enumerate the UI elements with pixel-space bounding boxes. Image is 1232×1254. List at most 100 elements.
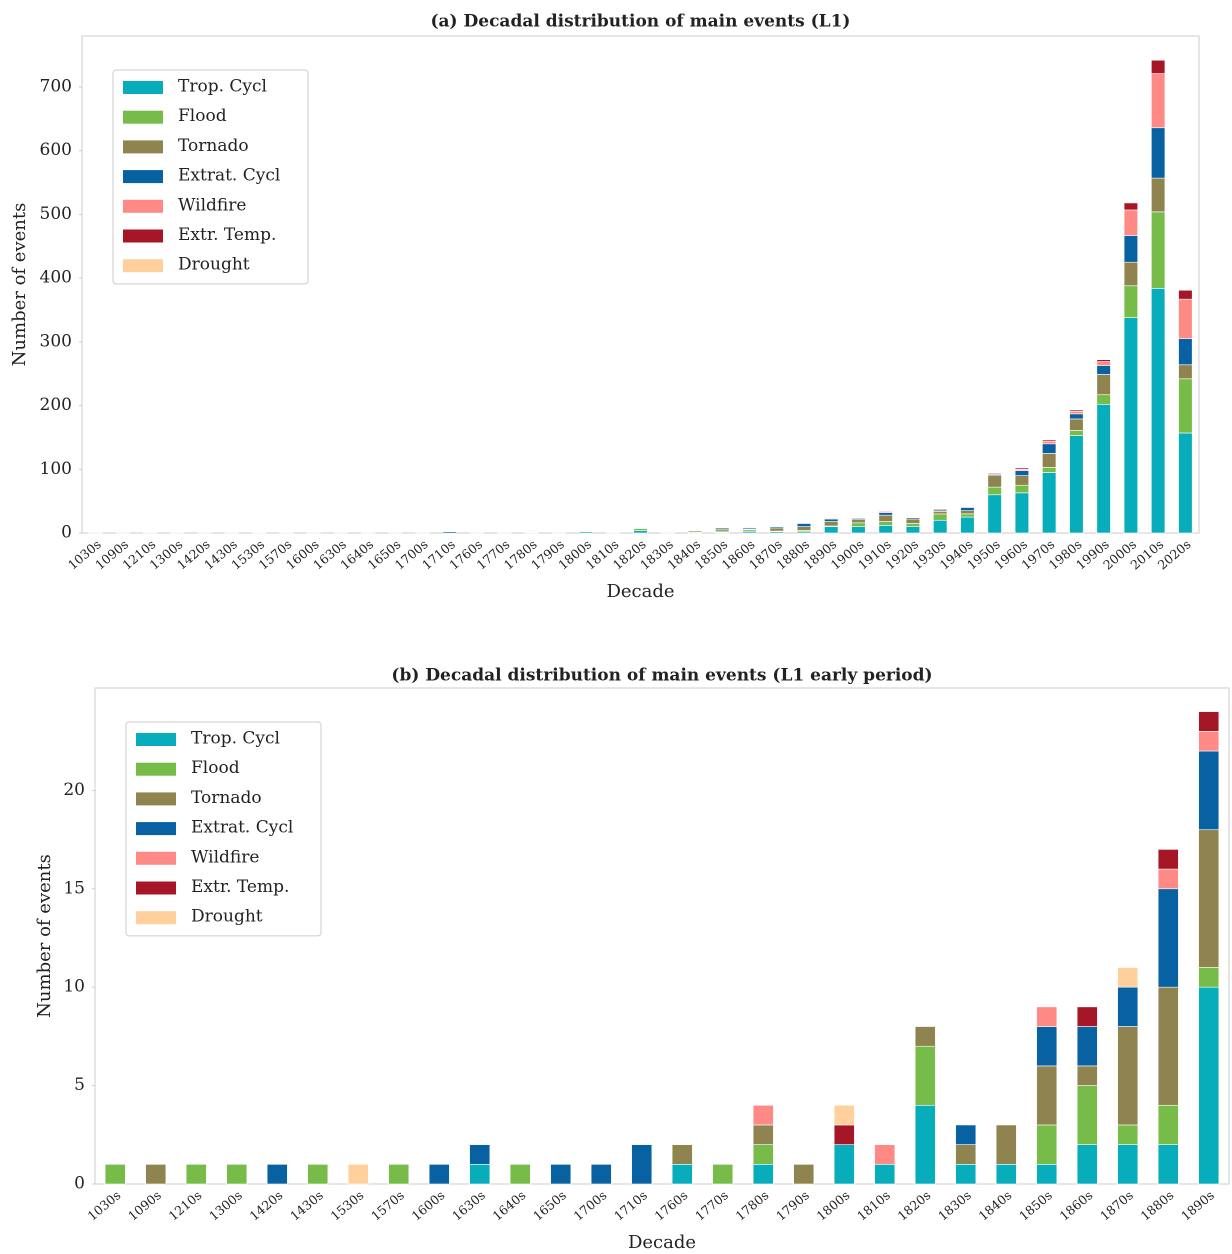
bar-segment bbox=[1178, 289, 1193, 300]
bar-segment bbox=[955, 1124, 977, 1145]
legend-swatch bbox=[123, 81, 163, 94]
legend-label: Trop. Cycl bbox=[191, 729, 280, 749]
bar-segment bbox=[1076, 1006, 1098, 1027]
bar-segment bbox=[1014, 470, 1030, 476]
bar-segment bbox=[1014, 475, 1030, 486]
y-tick-label: 700 bbox=[40, 76, 72, 96]
bar-segment bbox=[524, 530, 539, 532]
bar-segment bbox=[1117, 1124, 1139, 1145]
bar-segment bbox=[1117, 986, 1139, 1027]
bar-segment bbox=[752, 1104, 774, 1126]
bar-segment bbox=[197, 532, 212, 534]
bar-segment bbox=[1096, 365, 1111, 375]
x-tick-label: 1700s bbox=[570, 1187, 609, 1223]
bar-segment bbox=[347, 1164, 369, 1185]
y-tick-label: 10 bbox=[63, 977, 85, 997]
bar-segment bbox=[224, 532, 239, 534]
bar-segment bbox=[878, 514, 893, 522]
legend-label: Extr. Temp. bbox=[178, 225, 276, 245]
bar-segment bbox=[1151, 59, 1166, 74]
bar-segment bbox=[905, 517, 921, 520]
bar-segment bbox=[550, 1164, 572, 1185]
bar-segment bbox=[1198, 731, 1220, 752]
bar-segment bbox=[1069, 409, 1084, 412]
bar-segment bbox=[306, 532, 321, 534]
bar-segment bbox=[793, 1164, 815, 1185]
legend-label: Drought bbox=[191, 907, 263, 927]
x-tick-label: 1850s bbox=[1016, 1187, 1055, 1223]
bar-segment bbox=[1042, 440, 1057, 445]
legend-label: Flood bbox=[178, 106, 227, 126]
bar-segment bbox=[104, 1164, 126, 1185]
legend-swatch bbox=[136, 792, 176, 806]
bar-segment bbox=[1198, 750, 1220, 831]
bar-segment bbox=[796, 523, 812, 527]
x-tick-label: 1770s bbox=[692, 1187, 731, 1223]
legend-label: Tornado bbox=[191, 788, 262, 808]
bar-segment bbox=[1123, 235, 1139, 263]
bar-segment bbox=[752, 1144, 774, 1165]
legend-swatch bbox=[136, 911, 176, 925]
bar-segment bbox=[1151, 127, 1166, 179]
bar-segment bbox=[1069, 413, 1084, 420]
bar-segment bbox=[769, 527, 784, 532]
chart-title: (a) Decadal distribution of main events … bbox=[431, 12, 851, 32]
bar-segment bbox=[415, 532, 430, 534]
bar-segment bbox=[631, 1144, 653, 1185]
bar-segment bbox=[995, 1124, 1017, 1165]
bar-segment bbox=[1036, 1006, 1058, 1027]
bar-segment bbox=[914, 1045, 936, 1106]
bar-segment bbox=[1157, 849, 1179, 870]
x-tick-label: 1760s bbox=[651, 1187, 690, 1223]
bar-segment bbox=[878, 512, 893, 516]
bar-segment bbox=[914, 1026, 936, 1047]
x-tick-label: 1210s bbox=[165, 1187, 204, 1223]
bar-segment bbox=[1042, 472, 1057, 534]
bar-segment bbox=[955, 1144, 977, 1165]
x-tick-label: 1860s bbox=[1056, 1187, 1095, 1223]
bar-segment bbox=[1123, 261, 1139, 287]
bar-segment bbox=[878, 525, 893, 534]
bar-segment bbox=[851, 526, 866, 534]
bar-segment bbox=[1198, 711, 1220, 732]
bar-segment bbox=[769, 525, 784, 527]
bar-segment bbox=[1178, 298, 1193, 339]
bar-segment bbox=[1151, 211, 1166, 289]
bar-segment bbox=[1178, 378, 1193, 434]
bar-segment bbox=[715, 526, 730, 529]
legend-label: Extrat. Cycl bbox=[191, 818, 293, 838]
bar-segment bbox=[1096, 403, 1111, 534]
legend-swatch bbox=[136, 733, 176, 746]
bar-segment bbox=[824, 526, 839, 534]
legend-swatch bbox=[136, 881, 176, 895]
y-tick-label: 20 bbox=[63, 780, 85, 800]
bar-segment bbox=[878, 521, 893, 526]
legend-label: Extr. Temp. bbox=[191, 877, 289, 897]
bar-segment bbox=[1076, 1085, 1098, 1145]
bar-segment bbox=[1042, 443, 1057, 454]
bar-segment bbox=[551, 532, 566, 534]
x-tick-label: 1890s bbox=[1178, 1187, 1217, 1223]
x-tick-label: 1300s bbox=[206, 1187, 245, 1223]
bar-segment bbox=[1157, 1104, 1179, 1145]
x-tick-label: 1420s bbox=[246, 1187, 285, 1223]
x-tick-label: 1710s bbox=[611, 1187, 650, 1223]
y-tick-label: 0 bbox=[74, 1174, 85, 1194]
chart-title: (b) Decadal distribution of main events … bbox=[391, 666, 932, 686]
bar-segment bbox=[115, 532, 130, 534]
bar-segment bbox=[933, 513, 948, 521]
x-axis-label: Decade bbox=[606, 581, 674, 602]
bar-segment bbox=[1096, 394, 1111, 405]
bar-segment bbox=[1117, 1026, 1139, 1126]
y-axis-label: Number of events bbox=[34, 854, 55, 1018]
bar-segment bbox=[442, 531, 457, 534]
legend-swatch bbox=[136, 851, 176, 865]
x-tick-label: 1840s bbox=[975, 1187, 1014, 1223]
bar-segment bbox=[1014, 467, 1030, 470]
bar-segment bbox=[933, 508, 948, 511]
y-tick-label: 300 bbox=[40, 331, 72, 351]
x-tick-label: 1640s bbox=[489, 1187, 528, 1223]
bar-segment bbox=[1014, 492, 1030, 534]
bar-segment bbox=[824, 518, 839, 522]
bar-segment bbox=[914, 1104, 936, 1185]
